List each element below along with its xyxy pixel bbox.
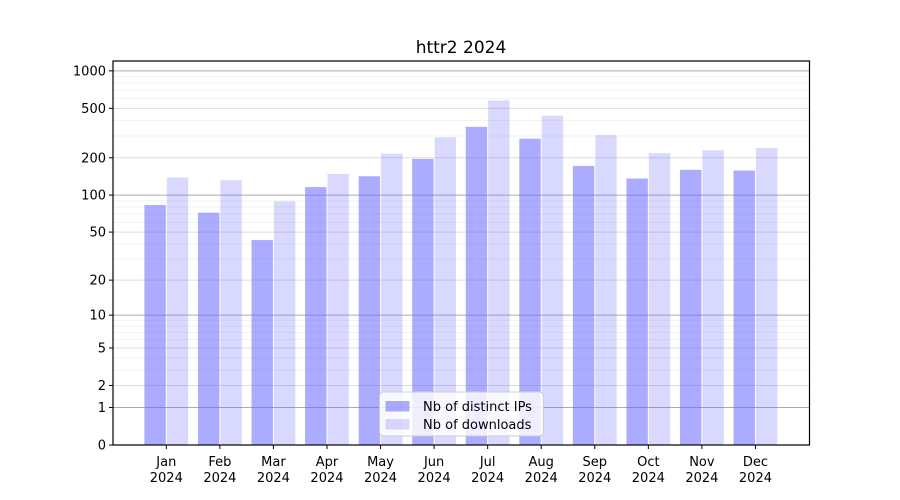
y-tick-label: 200 <box>81 151 106 166</box>
x-tick-label-month: Feb <box>208 455 231 470</box>
x-tick-label-year: 2024 <box>203 471 236 486</box>
x-tick-label-year: 2024 <box>418 471 451 486</box>
bar-ips-sep <box>572 165 595 445</box>
legend-box <box>379 391 544 437</box>
bar-downloads-jul <box>488 100 510 445</box>
x-tick-label-year: 2024 <box>364 471 397 486</box>
y-tick-label: 2 <box>98 379 106 394</box>
x-tick-label-month: Dec <box>743 455 768 470</box>
y-tick-label: 10 <box>89 309 106 324</box>
x-tick-label-month: May <box>367 455 394 470</box>
bars <box>144 100 778 446</box>
bar-downloads-apr <box>327 174 349 445</box>
bar-downloads-mar <box>273 201 296 445</box>
x-tick-label-year: 2024 <box>685 471 718 486</box>
legend-label-ips: Nb of distinct IPs <box>423 400 532 415</box>
y-tick-label: 100 <box>81 189 106 204</box>
y-tick-label: 1 <box>98 401 106 416</box>
bar-ips-jul <box>465 126 488 445</box>
legend: Nb of distinct IPs Nb of downloads <box>379 391 544 437</box>
bar-ips-jan <box>144 205 166 445</box>
bar-downloads-sep <box>595 135 617 445</box>
y-tick-label: 5 <box>98 341 106 356</box>
y-tick-label: 20 <box>89 274 106 289</box>
x-tick-label-year: 2024 <box>471 471 504 486</box>
x-tick-label-month: Aug <box>529 455 554 470</box>
x-tick-label-month: Nov <box>689 455 715 470</box>
bar-downloads-oct <box>648 153 671 445</box>
x-tick-label-year: 2024 <box>739 471 772 486</box>
x-tick-label-month: Jan <box>155 455 176 470</box>
y-tick-label: 0 <box>98 439 106 454</box>
x-tick-label-month: Oct <box>637 455 659 470</box>
x-tick-label-month: Apr <box>316 455 339 470</box>
plot-border <box>112 60 811 446</box>
x-tick-label-month: Jun <box>423 455 444 470</box>
legend-label-downloads: Nb of downloads <box>423 418 532 433</box>
x-tick-label-month: Jul <box>479 455 496 470</box>
x-tick-label-month: Mar <box>261 455 286 470</box>
bar-ips-aug <box>519 138 541 446</box>
bar-downloads-jun <box>434 137 456 445</box>
bar-ips-dec <box>733 170 755 445</box>
x-tick-label-year: 2024 <box>310 471 343 486</box>
y-tick-label: 50 <box>89 226 106 241</box>
bar-ips-nov <box>680 169 702 445</box>
x-tick-label-year: 2024 <box>578 471 611 486</box>
x-tick-label-year: 2024 <box>257 471 290 486</box>
bar-downloads-dec <box>755 147 778 446</box>
x-tick-label-year: 2024 <box>150 471 183 486</box>
axes: 01251020501002005001000Jan2024Feb2024Mar… <box>73 60 811 486</box>
bar-ips-may <box>358 176 381 445</box>
bar-ips-mar <box>251 240 273 445</box>
legend-swatch-downloads <box>385 419 410 430</box>
bar-downloads-jan <box>166 177 189 445</box>
x-tick-label-year: 2024 <box>525 471 558 486</box>
bar-downloads-may <box>381 153 403 445</box>
bar-ips-feb <box>197 212 220 445</box>
x-tick-label-year: 2024 <box>632 471 665 486</box>
y-tick-label: 1000 <box>73 64 106 79</box>
bar-downloads-aug <box>541 115 564 446</box>
y-tick-label: 500 <box>81 102 106 117</box>
bar-downloads-nov <box>702 150 724 445</box>
bar-ips-jun <box>412 158 434 445</box>
legend-swatch-ips <box>385 401 410 412</box>
bar-ips-oct <box>626 178 648 445</box>
x-tick-label-month: Sep <box>583 455 608 470</box>
bar-ips-apr <box>305 187 327 445</box>
chart-title: httr2 2024 <box>416 38 507 58</box>
bar-downloads-feb <box>220 180 242 445</box>
